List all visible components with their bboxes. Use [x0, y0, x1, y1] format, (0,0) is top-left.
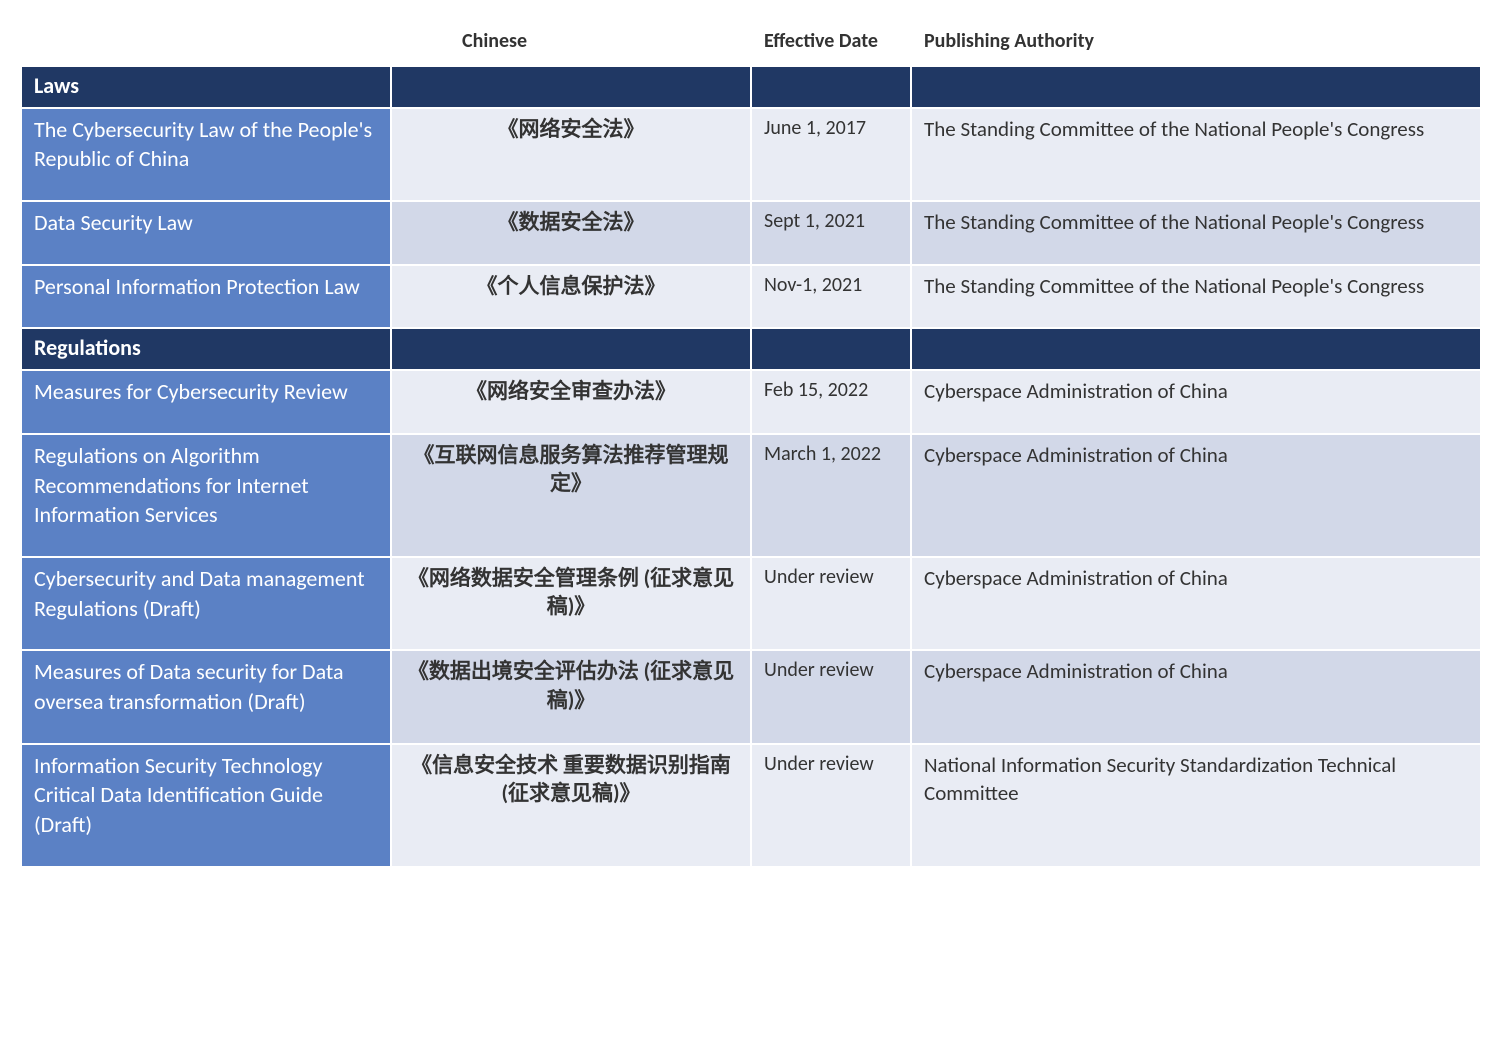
table-header-row: Chinese Effective Date Publishing Author… [21, 21, 1481, 66]
table-row: The Cybersecurity Law of the People's Re… [21, 108, 1481, 201]
col-header-chinese: Chinese [391, 21, 751, 66]
row-date: Sept 1, 2021 [751, 201, 911, 265]
row-date: Feb 15, 2022 [751, 370, 911, 434]
col-header-name [21, 21, 391, 66]
row-name: The Cybersecurity Law of the People's Re… [21, 108, 391, 201]
table-row: Cybersecurity and Data management Regula… [21, 557, 1481, 650]
row-chinese: 《网络数据安全管理条例 (征求意见稿)》 [391, 557, 751, 650]
row-date: March 1, 2022 [751, 434, 911, 557]
row-date: Under review [751, 557, 911, 650]
row-name: Personal Information Protection Law [21, 265, 391, 329]
section-empty [911, 328, 1481, 370]
col-header-date: Effective Date [751, 21, 911, 66]
table-row: Information Security Technology Critical… [21, 744, 1481, 867]
section-title: Regulations [21, 328, 391, 370]
row-chinese: 《数据出境安全评估办法 (征求意见稿)》 [391, 650, 751, 743]
table-row: Data Security Law《数据安全法》Sept 1, 2021The … [21, 201, 1481, 265]
row-authority: Cyberspace Administration of China [911, 557, 1481, 650]
row-date: June 1, 2017 [751, 108, 911, 201]
section-empty [911, 66, 1481, 108]
section-row: Regulations [21, 328, 1481, 370]
row-authority: The Standing Committee of the National P… [911, 201, 1481, 265]
table-row: Regulations on Algorithm Recommendations… [21, 434, 1481, 557]
row-authority: The Standing Committee of the National P… [911, 265, 1481, 329]
section-row: Laws [21, 66, 1481, 108]
row-authority: Cyberspace Administration of China [911, 370, 1481, 434]
row-name: Regulations on Algorithm Recommendations… [21, 434, 391, 557]
row-date: Under review [751, 744, 911, 867]
laws-regulations-table: Chinese Effective Date Publishing Author… [20, 20, 1482, 868]
section-empty [391, 66, 751, 108]
col-header-authority: Publishing Authority [911, 21, 1481, 66]
row-chinese: 《网络安全法》 [391, 108, 751, 201]
row-date: Under review [751, 650, 911, 743]
row-chinese: 《数据安全法》 [391, 201, 751, 265]
row-chinese: 《网络安全审查办法》 [391, 370, 751, 434]
table-row: Measures of Data security for Data overs… [21, 650, 1481, 743]
row-chinese: 《个人信息保护法》 [391, 265, 751, 329]
table-row: Measures for Cybersecurity Review《网络安全审查… [21, 370, 1481, 434]
row-authority: Cyberspace Administration of China [911, 434, 1481, 557]
section-empty [751, 66, 911, 108]
row-authority: National Information Security Standardiz… [911, 744, 1481, 867]
section-empty [751, 328, 911, 370]
row-chinese: 《互联网信息服务算法推荐管理规定》 [391, 434, 751, 557]
row-chinese: 《信息安全技术 重要数据识别指南 (征求意见稿)》 [391, 744, 751, 867]
section-empty [391, 328, 751, 370]
row-name: Cybersecurity and Data management Regula… [21, 557, 391, 650]
table-row: Personal Information Protection Law《个人信息… [21, 265, 1481, 329]
row-authority: The Standing Committee of the National P… [911, 108, 1481, 201]
section-title: Laws [21, 66, 391, 108]
row-name: Information Security Technology Critical… [21, 744, 391, 867]
row-name: Measures of Data security for Data overs… [21, 650, 391, 743]
row-name: Measures for Cybersecurity Review [21, 370, 391, 434]
row-date: Nov-1, 2021 [751, 265, 911, 329]
row-authority: Cyberspace Administration of China [911, 650, 1481, 743]
row-name: Data Security Law [21, 201, 391, 265]
